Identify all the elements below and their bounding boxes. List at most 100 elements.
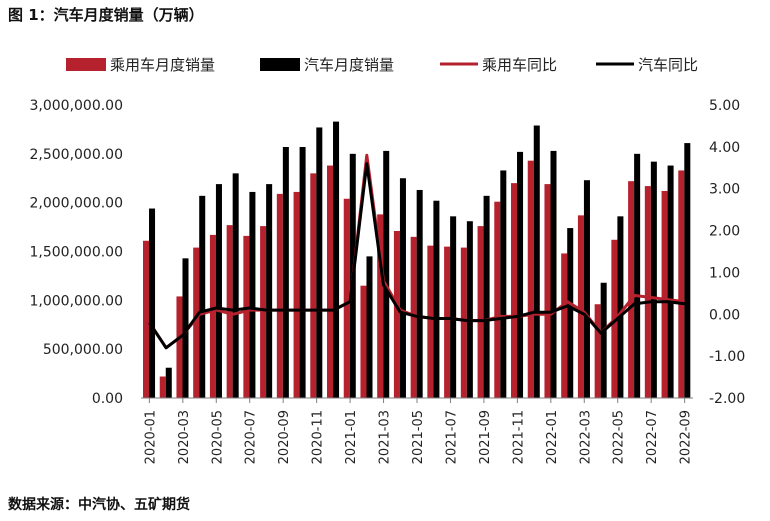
bar-passenger-sales <box>460 247 467 398</box>
right-tick-label: 0.00 <box>709 307 740 323</box>
bar-auto-sales <box>517 151 524 398</box>
bar-auto-sales <box>316 127 323 399</box>
bar-auto-sales <box>266 184 273 398</box>
bar-passenger-sales <box>360 285 367 398</box>
bar-passenger-sales <box>176 296 183 398</box>
x-tick-label: 2020-01 <box>143 410 158 464</box>
legend-label-passenger-yoy: 乘用车同比 <box>482 56 557 74</box>
left-axis: 0.00 500,000.00 1,000,000.00 1,500,000.00 2,… <box>29 98 123 407</box>
x-tick-label: 2022-03 <box>578 410 593 464</box>
bar-passenger-sales <box>644 186 651 398</box>
bar-passenger-sales <box>628 181 635 398</box>
x-tick-label: 2022-05 <box>612 410 627 464</box>
bar-auto-sales <box>383 150 390 398</box>
lines <box>148 153 685 350</box>
bar-auto-sales <box>500 170 507 398</box>
x-tick-label: 2021-11 <box>511 410 526 464</box>
figure-title: 图 1：汽车月度销量（万辆） <box>8 6 204 24</box>
x-tick-label: 2021-01 <box>344 410 359 464</box>
x-tick-label: 2020-09 <box>277 410 292 464</box>
bar-passenger-sales <box>544 184 551 398</box>
bar-passenger-sales <box>427 245 434 398</box>
legend-swatch-passenger-sales <box>66 58 106 71</box>
x-tick-label: 2021-09 <box>478 410 493 464</box>
x-tick-label: 2022-07 <box>645 410 660 464</box>
bar-auto-sales <box>667 165 674 398</box>
legend-label-auto-sales: 汽车月度销量 <box>304 56 394 74</box>
bar-auto-sales <box>299 146 306 398</box>
bar-passenger-sales <box>243 235 250 398</box>
bar-passenger-sales <box>678 170 685 398</box>
legend-label-auto-yoy: 汽车同比 <box>638 56 698 74</box>
bar-passenger-sales <box>377 214 384 398</box>
x-tick-label: 2020-11 <box>311 410 326 464</box>
bar-auto-sales <box>282 146 289 398</box>
bar-auto-sales <box>182 258 189 398</box>
right-tick-label: -2.00 <box>709 391 745 407</box>
bar-auto-sales <box>366 256 373 398</box>
x-tick-label: 2021-03 <box>378 410 393 464</box>
source-note: 数据来源：中汽协、五矿期货 <box>8 497 190 513</box>
left-tick-label: 0.00 <box>92 391 123 407</box>
bar-auto-sales <box>399 178 406 398</box>
right-tick-label: 4.00 <box>709 140 740 156</box>
bar-passenger-sales <box>393 230 400 398</box>
bar-passenger-sales <box>410 236 417 398</box>
bar-auto-sales <box>650 161 657 398</box>
bar-auto-sales <box>617 216 624 398</box>
bar-auto-sales <box>533 125 540 398</box>
bars <box>143 121 691 399</box>
bar-passenger-sales <box>260 226 267 398</box>
left-tick-label: 1,500,000.00 <box>29 245 123 261</box>
left-tick-label: 500,000.00 <box>43 342 123 358</box>
line-auto-yoy <box>148 162 685 350</box>
x-tick-label: 2021-05 <box>411 410 426 464</box>
right-tick-label: -1.00 <box>709 349 745 365</box>
x-tick-label: 2021-07 <box>444 410 459 464</box>
bar-passenger-sales <box>327 165 334 398</box>
bar-auto-sales <box>600 282 607 398</box>
right-axis: -2.00 -1.00 0.00 1.00 2.00 3.00 4.00 5.00 <box>709 98 745 407</box>
bar-passenger-sales <box>343 198 350 398</box>
bar-auto-sales <box>684 143 691 398</box>
right-tick-label: 3.00 <box>709 182 740 198</box>
bar-passenger-sales <box>594 304 601 398</box>
bar-passenger-sales <box>494 201 501 398</box>
right-tick-label: 5.00 <box>709 98 740 114</box>
left-tick-label: 3,000,000.00 <box>29 98 123 114</box>
bar-auto-sales <box>450 216 457 398</box>
legend-label-passenger-sales: 乘用车月度销量 <box>110 56 215 74</box>
right-tick-label: 1.00 <box>709 265 740 281</box>
bar-passenger-sales <box>293 191 300 398</box>
bar-auto-sales <box>149 208 156 398</box>
x-tick-label: 2020-07 <box>244 410 259 464</box>
bar-auto-sales <box>215 184 222 398</box>
bar-passenger-sales <box>159 376 166 398</box>
x-tick-label: 2020-03 <box>177 410 192 464</box>
bar-passenger-sales <box>143 240 150 398</box>
bar-auto-sales <box>567 228 574 398</box>
bar-passenger-sales <box>577 215 584 398</box>
bar-auto-sales <box>583 180 590 398</box>
x-tick-label: 2022-09 <box>679 410 694 464</box>
x-tick-label: 2022-01 <box>545 410 560 464</box>
right-tick-label: 2.00 <box>709 224 740 240</box>
bar-auto-sales <box>165 367 172 398</box>
left-tick-label: 1,000,000.00 <box>29 293 123 309</box>
bar-auto-sales <box>466 221 473 398</box>
x-tick-label: 2020-05 <box>210 410 225 464</box>
bar-passenger-sales <box>209 234 216 398</box>
bar-passenger-sales <box>477 226 484 398</box>
bar-auto-sales <box>416 189 423 398</box>
left-tick-label: 2,000,000.00 <box>29 196 123 212</box>
bar-passenger-sales <box>511 183 518 398</box>
bar-auto-sales <box>550 150 557 398</box>
bar-passenger-sales <box>226 225 233 398</box>
bar-passenger-sales <box>561 253 568 398</box>
bar-passenger-sales <box>661 190 668 398</box>
bar-passenger-sales <box>193 247 200 398</box>
bar-passenger-sales <box>310 173 317 398</box>
bar-passenger-sales <box>527 160 534 398</box>
